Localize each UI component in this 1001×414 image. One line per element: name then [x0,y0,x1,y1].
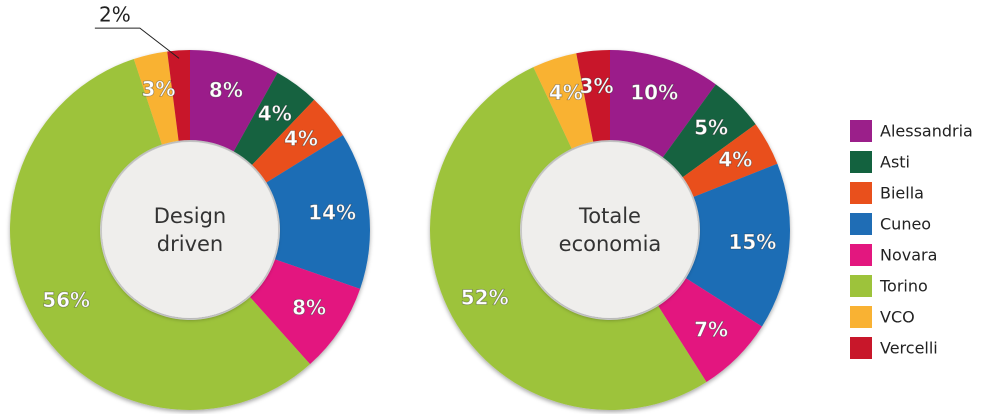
legend-label: Torino [879,277,928,296]
center-title: Totale economia [558,204,662,256]
legend-swatch [850,151,872,173]
value-label: 52% [461,285,509,309]
value-label: 8% [209,78,243,102]
legend-swatch [850,337,872,359]
leader-line [94,27,180,59]
legend-label: Cuneo [880,215,931,234]
value-label: 4% [718,148,752,172]
donut-center [522,142,698,318]
slice [10,58,311,410]
slice [133,51,179,145]
value-label: 8% [292,296,326,320]
value-label: 5% [694,115,728,139]
slice [250,259,361,365]
legend-swatch [850,182,872,204]
legend-swatch [850,244,872,266]
legend-label: VCO [880,308,915,327]
slice [266,135,370,289]
value-label: 4% [284,126,318,150]
donut [430,50,790,410]
slice [662,84,756,178]
value-label: 56% [42,288,90,312]
value-label: 15% [728,230,776,254]
legend-swatch [850,306,872,328]
legend-label: Novara [880,246,937,265]
slice [576,50,610,142]
slice [685,163,790,327]
slice [658,278,762,382]
donut-center [102,142,278,318]
value-label: 10% [630,80,678,104]
value-label: 3% [142,77,176,101]
slice [252,99,343,183]
legend-label: Asti [880,153,910,172]
legend-swatch [850,120,872,142]
legend-swatch [850,275,872,297]
value-label: 14% [308,201,356,225]
donut [10,50,370,410]
value-label: 4% [258,101,292,125]
value-label: 4% [549,80,583,104]
slice [430,67,707,410]
slice [682,124,778,197]
legend-label: Vercelli [880,339,938,358]
value-label: 7% [694,318,728,342]
slice [167,50,190,141]
legend-label: Biella [880,184,924,203]
slice [233,72,315,165]
slice [533,53,594,149]
center-title: Design driven [153,204,227,256]
slice [190,50,278,152]
value-label: 3% [580,74,614,98]
legend-label: Alessandria [880,122,973,141]
legend-swatch [850,213,872,235]
value-label: 2% [99,3,131,27]
slice [610,50,716,158]
